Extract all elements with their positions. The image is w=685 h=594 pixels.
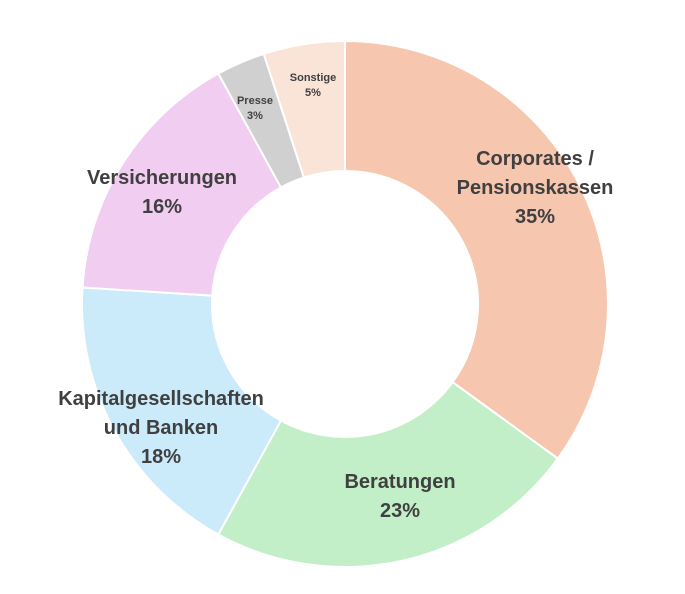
label-text: Corporates / [476, 148, 594, 170]
label-text: Pensionskassen [457, 177, 614, 199]
slice-kapitalgesellschaften [81, 286, 283, 536]
label-text: Presse [237, 95, 273, 107]
label-percent: 35% [515, 206, 555, 228]
data-label-presse: Presse 3% [237, 95, 273, 122]
label-text: und Banken [104, 417, 218, 439]
data-label-kapitalgesellschaften: Kapitalgesellschaften und Banken 18% [58, 388, 264, 468]
data-label-corporates: Corporates / Pensionskassen 35% [457, 148, 614, 228]
slice-versicherungen [81, 72, 283, 297]
label-percent: 23% [380, 500, 420, 522]
data-label-versicherungen: Versicherungen 16% [87, 167, 237, 218]
data-label-beratungen: Beratungen 23% [344, 471, 455, 522]
label-percent: 3% [247, 110, 263, 122]
label-text: Beratungen [344, 471, 455, 493]
slice-beratungen [216, 380, 560, 568]
label-percent: 16% [142, 196, 182, 218]
slice-sonstige [262, 39, 346, 179]
label-text: Sonstige [290, 72, 336, 84]
label-percent: 18% [141, 446, 181, 468]
label-text: Versicherungen [87, 167, 237, 189]
slice-corporates [344, 39, 609, 460]
label-percent: 5% [305, 87, 321, 99]
data-label-sonstige: Sonstige 5% [290, 72, 336, 99]
label-text: Kapitalgesellschaften [58, 388, 264, 410]
